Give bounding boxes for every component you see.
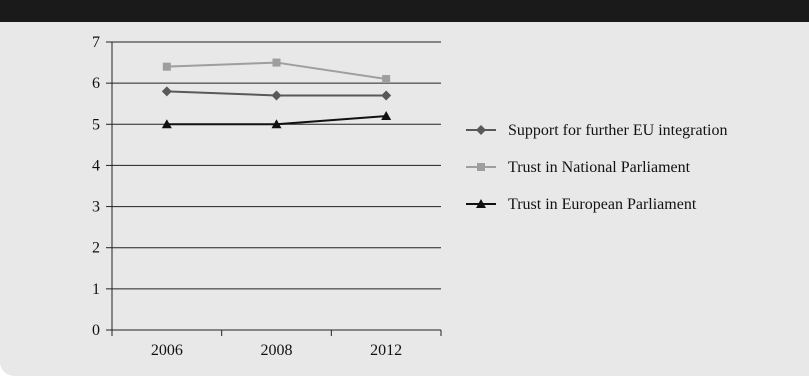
legend-marker-1 [477,163,485,171]
x-tick-label-2012: 2012 [370,342,402,359]
series-lines [161,58,392,129]
data-point-1-0 [162,62,171,71]
data-point-2-2 [381,111,392,121]
data-point-1-2 [382,75,391,84]
data-point-0-0 [161,86,172,97]
legend: Support for further EU integration Trust … [466,122,728,213]
legend-label-0: Support for further EU integration [508,122,728,139]
y-tick-label-3: 3 [92,199,100,216]
data-point-1-1 [272,58,281,67]
legend-marker-2 [476,199,486,208]
grid-lines [112,41,441,290]
axes: 0 1 2 3 4 5 6 7 2006 2008 2012 [92,34,442,359]
data-point-2-1 [271,119,282,129]
chart-title-bar [0,0,809,22]
y-tick-label-4: 4 [92,157,100,174]
y-tick-label-2: 2 [92,240,100,257]
legend-label-1: Trust in National Parliament [508,159,691,176]
data-point-0-2 [381,90,392,101]
y-tick-label-7: 7 [92,34,100,51]
y-tick-label-6: 6 [92,75,100,92]
chart-panel [0,22,809,376]
legend-label-2: Trust in European Parliament [508,196,697,213]
data-point-0-1 [271,90,282,101]
data-point-2-0 [161,119,172,129]
y-tick-label-5: 5 [92,116,100,133]
y-tick-label-1: 1 [92,281,100,298]
legend-marker-0 [476,125,486,135]
x-tick-label-2008: 2008 [261,342,293,359]
y-tick-label-0: 0 [92,322,100,339]
x-tick-label-2006: 2006 [151,342,183,359]
